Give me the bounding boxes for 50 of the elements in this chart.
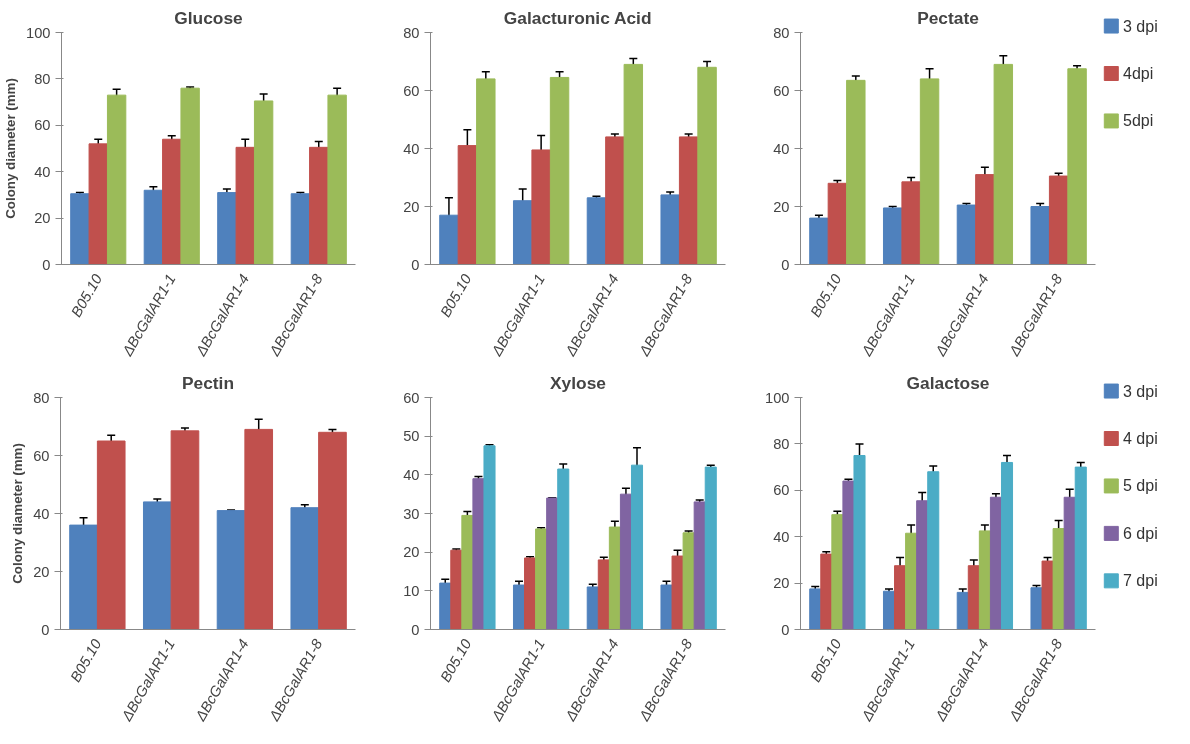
y-tick-label: 0 [41, 621, 50, 638]
y-tick-label: 50 [403, 428, 420, 445]
y-tick-label: 60 [773, 482, 790, 499]
y-tick-label: 60 [33, 447, 50, 464]
legend-label: 7 dpi [1123, 572, 1158, 590]
legend-label: 3 dpi [1123, 17, 1158, 35]
legend-label: 5 dpi [1123, 477, 1158, 495]
y-tick-label: 100 [765, 389, 790, 406]
y-tick-label: 40 [773, 528, 790, 545]
y-tick-label: 20 [773, 198, 790, 215]
y-tick-label: 0 [42, 256, 51, 273]
y-tick-label: 40 [773, 140, 790, 157]
chart-title: Galactose [906, 372, 990, 393]
y-tick-label: 20 [403, 544, 420, 561]
y-tick-label: 80 [403, 24, 420, 41]
y-axis-title: Colony diameter (mm) [3, 78, 19, 219]
chart-title: Pectin [182, 372, 235, 393]
y-tick-label: 30 [403, 505, 420, 522]
y-tick-label: 40 [403, 140, 420, 157]
y-tick-label: 80 [33, 389, 50, 406]
y-tick-label: 60 [403, 82, 420, 99]
y-tick-label: 20 [773, 575, 790, 592]
legend-label: 3 dpi [1123, 382, 1158, 400]
y-tick-label: 60 [403, 389, 420, 406]
y-tick-label: 100 [26, 24, 51, 41]
y-tick-label: 20 [33, 563, 50, 580]
y-tick-label: 0 [781, 621, 790, 638]
y-tick-label: 20 [403, 198, 420, 215]
chart-title: Xylose [550, 372, 607, 393]
y-tick-label: 60 [773, 82, 790, 99]
legend-label: 6 dpi [1123, 524, 1158, 542]
y-tick-label: 0 [411, 256, 420, 273]
chart-title: Galacturonic Acid [503, 7, 652, 28]
y-tick-label: 80 [773, 24, 790, 41]
y-tick-label: 0 [781, 256, 790, 273]
y-tick-label: 80 [34, 70, 51, 87]
y-tick-label: 40 [34, 163, 51, 180]
legend-label: 4dpi [1123, 65, 1154, 82]
y-tick-label: 40 [33, 505, 50, 522]
chart-title: Pectate [917, 7, 980, 28]
y-tick-label: 80 [773, 435, 790, 452]
y-tick-label: 20 [34, 210, 51, 227]
y-tick-label: 60 [34, 117, 51, 134]
y-tick-label: 0 [411, 621, 420, 638]
chart-title: Glucose [174, 7, 244, 28]
legend-label: 5dpi [1123, 112, 1154, 130]
y-tick-label: 10 [403, 582, 420, 599]
legend-label: 4 dpi [1123, 430, 1158, 447]
y-axis-title: Colony diameter (mm) [10, 443, 26, 584]
y-tick-label: 40 [403, 466, 420, 483]
